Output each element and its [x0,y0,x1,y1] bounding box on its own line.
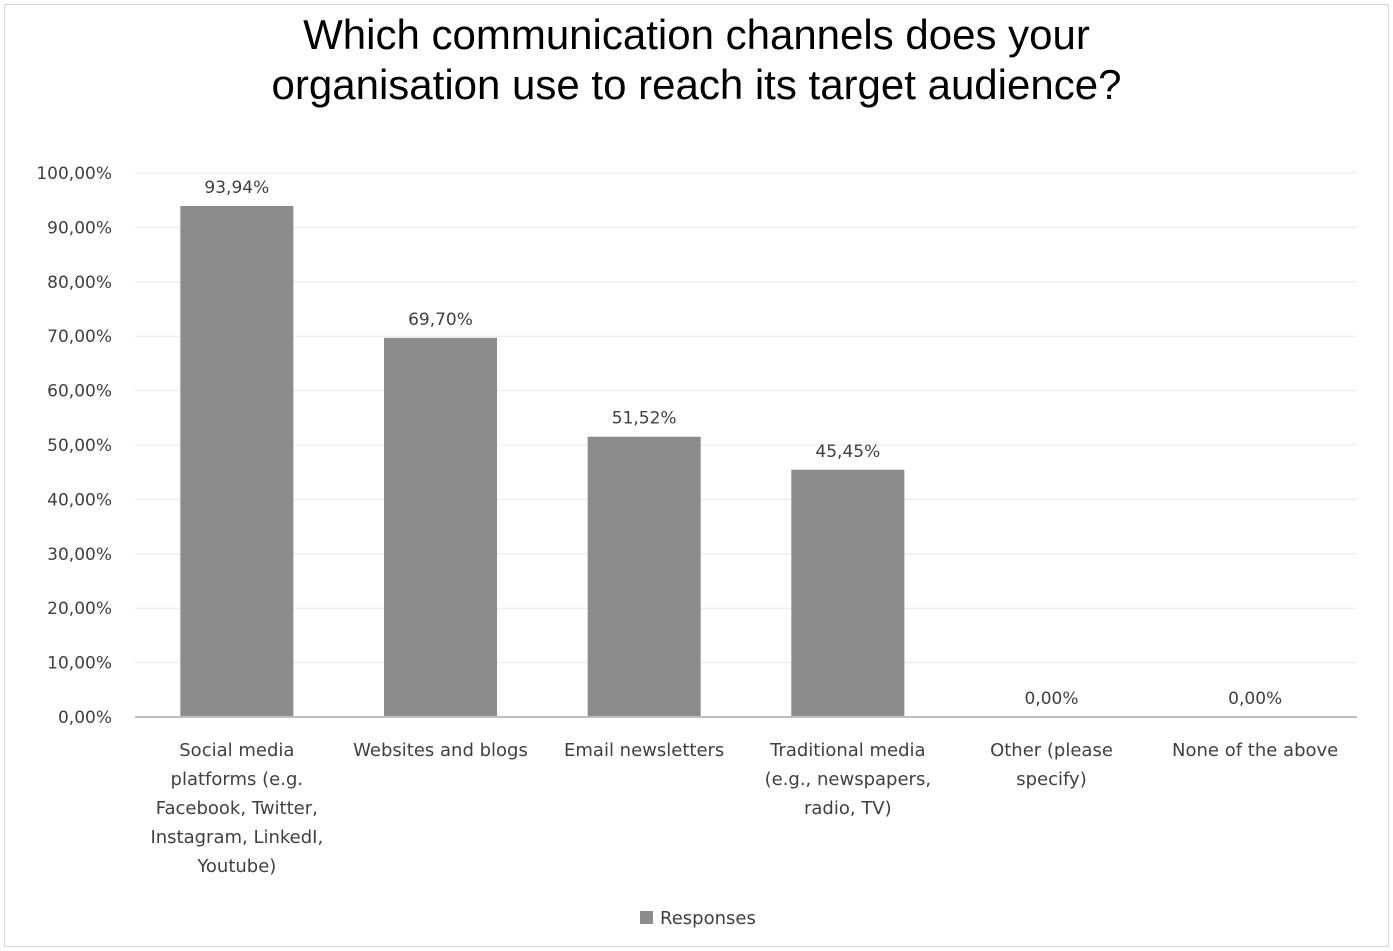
category-label: Email newsletters [564,740,724,761]
data-label: 69,70% [408,310,473,330]
chart-title: Which communication channels does your o… [0,10,1393,110]
category-label: Traditional media [769,740,926,761]
y-tick-label: 50,00% [47,436,112,456]
data-label: 0,00% [1228,689,1282,709]
x-axis-categories: Social media platforms (e.g. Facebook, Twi… [150,740,1338,877]
category-label: Facebook, Twitter, [156,798,318,819]
y-tick-label: 10,00% [47,654,112,674]
y-tick-label: 40,00% [47,490,112,510]
category-label: radio, TV) [804,798,892,819]
category-label: None of the above [1172,740,1338,761]
y-tick-label: 20,00% [47,599,112,619]
legend: Responses [640,908,756,929]
data-label: 93,94% [204,178,269,198]
category-label: Other (please [990,740,1113,761]
y-tick-label: 60,00% [47,382,112,402]
chart-title-line-1: Which communication channels does your [303,11,1090,58]
y-tick-label: 80,00% [47,273,112,293]
y-tick-label: 0,00% [58,708,112,728]
data-labels: 93,94% 69,70% 51,52% 45,45% 0,00% 0,00% [204,178,1282,709]
data-label: 0,00% [1024,689,1078,709]
bars [180,205,905,717]
y-tick-label: 30,00% [47,545,112,565]
legend-swatch [640,911,653,924]
category-label: (e.g., newspapers, [765,769,931,790]
chart-title-line-2: organisation use to reach its target aud… [271,61,1122,108]
category-label: Websites and blogs [353,740,528,761]
legend-label: Responses [660,908,756,929]
bar [791,469,905,717]
data-label: 51,52% [612,409,677,429]
category-label: platforms (e.g. [171,769,304,790]
category-label: specify) [1016,769,1086,790]
gridlines [135,172,1357,664]
category-label: Social media [179,740,294,761]
y-tick-label: 70,00% [47,327,112,347]
bar [180,205,294,717]
bar [587,436,701,717]
y-axis-ticks: 0,00% 10,00% 20,00% 30,00% 40,00% 50,00% 60,00… [36,164,112,728]
data-label: 45,45% [815,442,880,462]
category-label: Youtube) [196,856,276,877]
y-tick-label: 100,00% [36,164,112,184]
category-label: Instagram, LinkedI, [150,827,323,848]
bar [384,337,497,717]
y-tick-label: 90,00% [47,218,112,238]
